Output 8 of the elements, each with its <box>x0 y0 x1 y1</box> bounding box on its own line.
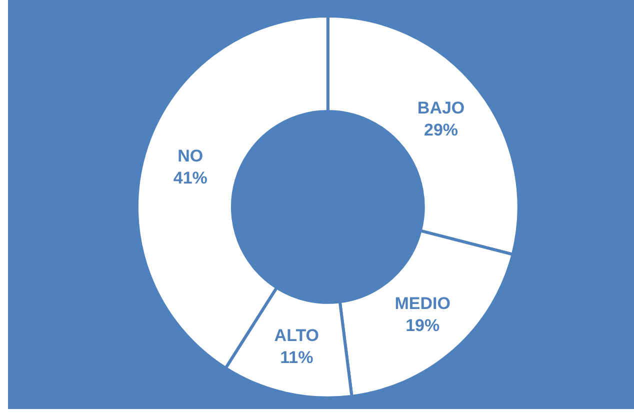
slice-label: ALTO <box>274 326 319 346</box>
data-label: 19% <box>406 316 440 335</box>
slice-label: MEDIO <box>394 294 450 313</box>
data-label: 41% <box>173 168 208 188</box>
slice-label: NO <box>178 146 204 166</box>
data-label: 11% <box>280 348 314 368</box>
slice-label: BAJO <box>417 98 465 118</box>
data-label: 29% <box>424 120 458 140</box>
